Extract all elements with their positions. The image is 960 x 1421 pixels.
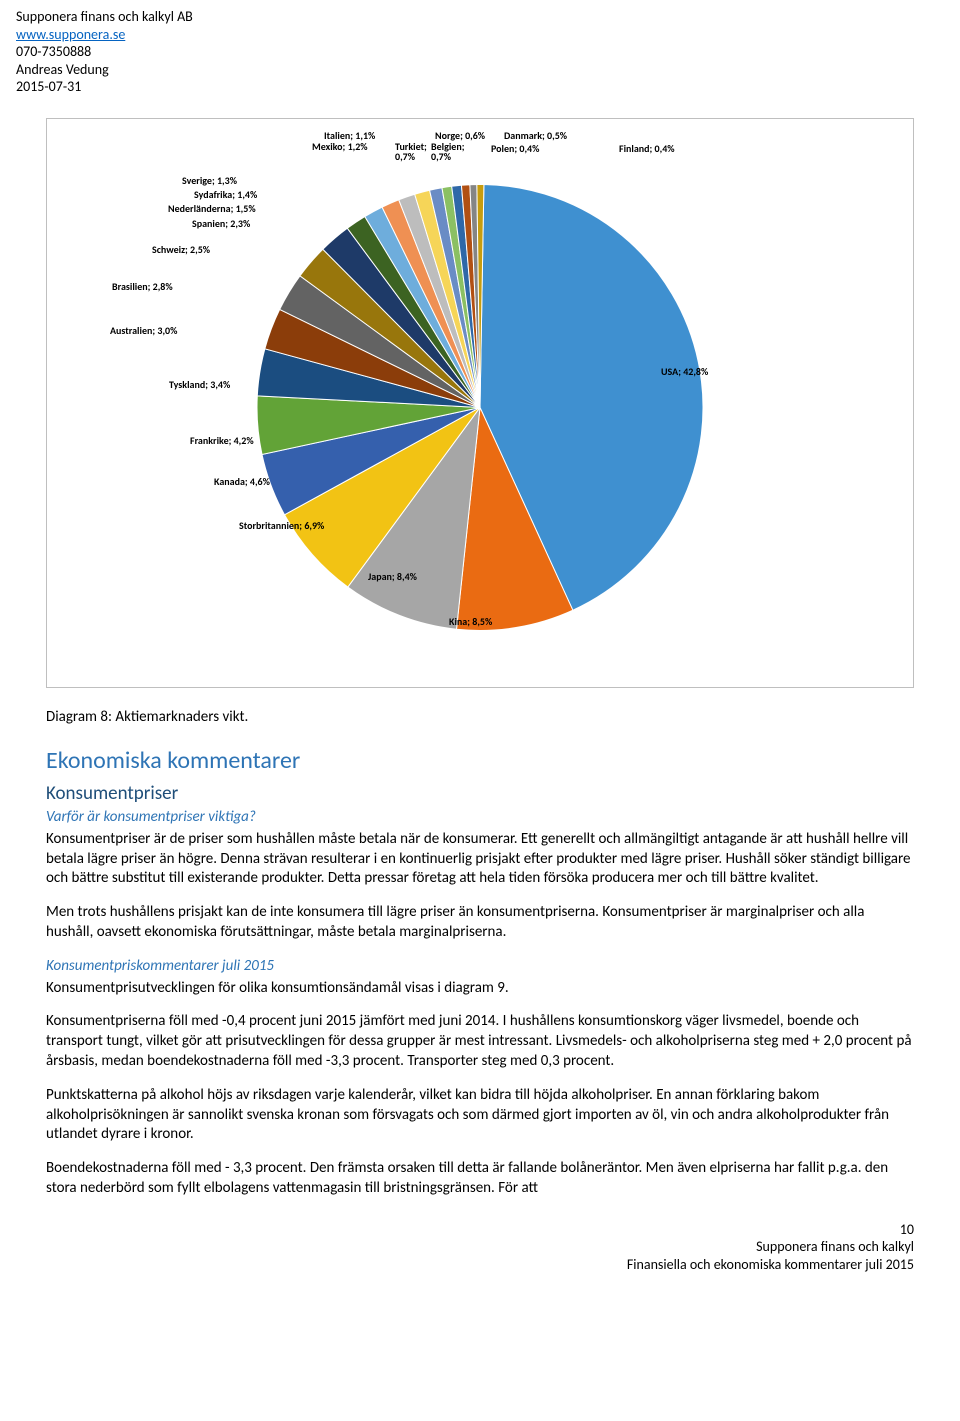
paragraph-2: Men trots hushållens prisjakt kan de int…: [46, 903, 914, 943]
company-url[interactable]: www.supponera.se: [16, 26, 125, 43]
document-header: Supponera finans och kalkyl AB www.suppo…: [16, 8, 914, 96]
pie-slice-label: Nederländerna; 1,5%: [168, 204, 256, 215]
question-1: Varför är konsumentpriser viktiga?: [46, 808, 914, 828]
paragraph-4: Konsumentpriserna föll med -0,4 procent …: [46, 1012, 914, 1071]
pie-slice-label: Brasilien; 2,8%: [112, 282, 173, 293]
pie-slice-label: Sverige; 1,3%: [182, 176, 237, 187]
pie-slice-label: Spanien; 2,3%: [192, 219, 250, 230]
paragraph-6: Boendekostnaderna föll med - 3,3 procent…: [46, 1159, 914, 1199]
pie-slice-label: Schweiz; 2,5%: [152, 245, 210, 256]
pie-slice-label: Finland; 0,4%: [619, 144, 675, 155]
section-subtitle: Konsumentpriser: [46, 781, 914, 806]
pie-slice-label: Belgien;0,7%: [431, 142, 464, 163]
section-title: Ekonomiska kommentarer: [46, 745, 914, 777]
pie-chart-frame: USA; 42,8% Kina; 8,5% Japan; 8,4% Storbrita…: [46, 118, 914, 688]
page-number: 10: [46, 1221, 914, 1239]
phone-number: 070-7350888: [16, 43, 914, 61]
paragraph-3: Konsumentprisutvecklingen för olika kons…: [46, 979, 914, 999]
pie-slice-label: Tyskland; 3,4%: [169, 380, 230, 391]
pie-slice-label: Italien; 1,1%: [324, 131, 375, 142]
pie-slice-label: Danmark; 0,5%: [504, 131, 567, 142]
pie-slice-label: Turkiet;0,7%: [395, 142, 427, 163]
paragraph-1: Konsumentpriser är de priser som hushåll…: [46, 830, 914, 889]
pie-slice-label: Australien; 3,0%: [110, 326, 177, 337]
chart-caption: Diagram 8: Aktiemarknaders vikt.: [46, 708, 914, 728]
pie-slice-label: Kina; 8,5%: [449, 617, 492, 628]
footer-line-1: Supponera finans och kalkyl: [46, 1238, 914, 1256]
document-date: 2015-07-31: [16, 78, 914, 96]
paragraph-5: Punktskatterna på alkohol höjs av riksda…: [46, 1086, 914, 1145]
page-footer: 10 Supponera finans och kalkyl Finansiel…: [46, 1221, 914, 1274]
pie-slice-label: Japan; 8,4%: [368, 572, 417, 583]
footer-line-2: Finansiella och ekonomiska kommentarer j…: [46, 1256, 914, 1274]
pie-slice-label: Polen; 0,4%: [491, 144, 539, 155]
pie-slice-label: Mexiko; 1,2%: [312, 142, 368, 153]
pie-chart: [257, 184, 703, 630]
author-name: Andreas Vedung: [16, 61, 914, 79]
pie-slice-label: USA; 42,8%: [661, 367, 708, 378]
company-name: Supponera finans och kalkyl AB: [16, 8, 914, 26]
pie-slice-label: Storbritannien; 6,9%: [239, 521, 324, 532]
pie-slice-label: Sydafrika; 1,4%: [194, 190, 257, 201]
question-2: Konsumentpriskommentarer juli 2015: [46, 957, 914, 977]
pie-slice-label: Frankrike; 4,2%: [190, 436, 254, 447]
pie-slice-label: Kanada; 4,6%: [214, 477, 270, 488]
